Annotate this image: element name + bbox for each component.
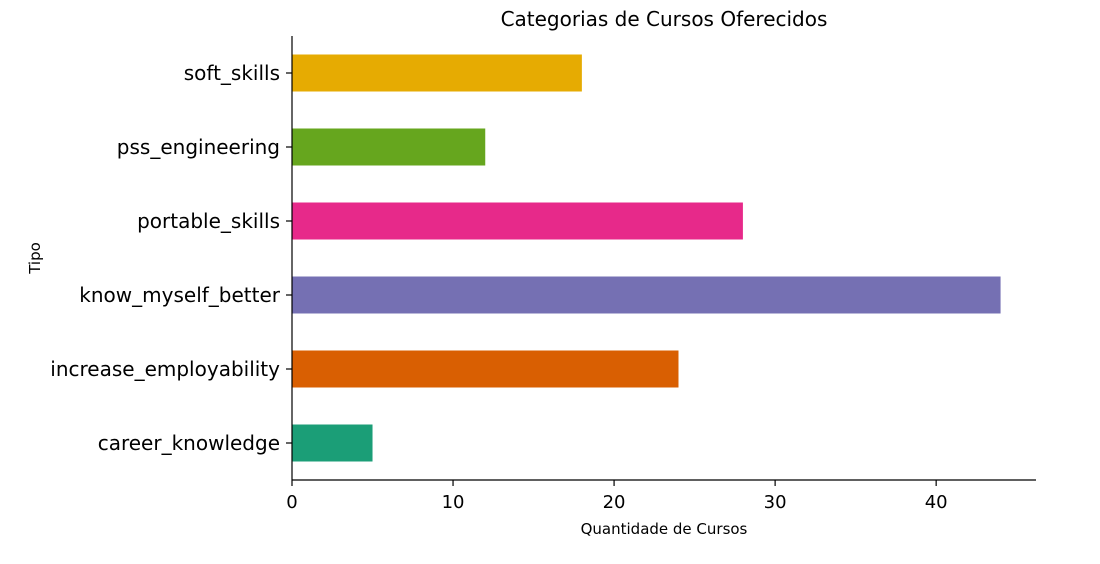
category-tick-label: know_myself_better	[79, 283, 280, 307]
value-tick-label: 40	[925, 492, 948, 513]
y-axis-label: Tipo	[26, 242, 44, 275]
value-tick-label: 0	[286, 492, 297, 513]
bar-soft-skills	[292, 54, 582, 92]
value-ticks: 0 10 20 30 40	[286, 480, 948, 513]
category-tick-label: pss_engineering	[117, 135, 280, 159]
value-tick-label: 20	[603, 492, 626, 513]
value-tick-label: 30	[764, 492, 787, 513]
category-tick-label: soft_skills	[184, 61, 280, 85]
category-tick-label: career_knowledge	[98, 431, 280, 455]
category-tick-label: portable_skills	[137, 209, 280, 233]
bar-portable-skills	[292, 202, 743, 240]
bar-pss-engineering	[292, 128, 486, 166]
chart-title: Categorias de Cursos Oferecidos	[501, 7, 828, 31]
bar-know-myself-better	[292, 276, 1001, 314]
category-tick-label: increase_employability	[50, 357, 280, 381]
bars-group	[292, 54, 1001, 462]
x-axis-label: Quantidade de Cursos	[581, 520, 748, 538]
value-tick-label: 10	[442, 492, 465, 513]
bar-increase-employability	[292, 350, 679, 388]
bar-career-knowledge	[292, 424, 373, 462]
category-ticks: career_knowledge increase_employability kn…	[50, 61, 292, 455]
